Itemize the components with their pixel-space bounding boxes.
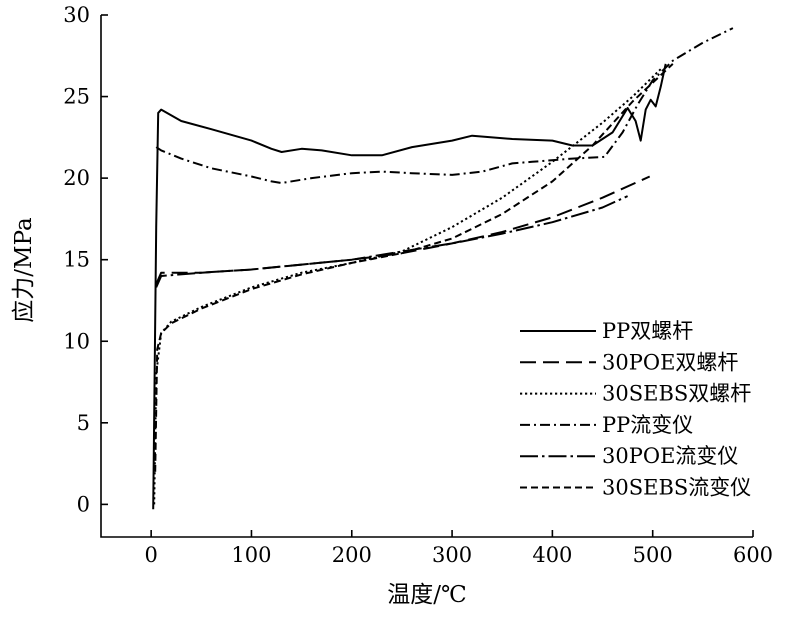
y-tick-label: 15 [63, 248, 90, 272]
series-line-1 [152, 63, 667, 510]
y-tick-label: 20 [63, 166, 90, 190]
legend-label-6: 30SEBS流变仪 [602, 476, 751, 500]
y-tick-label: 25 [63, 85, 90, 109]
y-axis-ticks: 0 5 10 15 20 25 30 [63, 3, 108, 516]
x-tick-label: 100 [231, 543, 271, 567]
y-axis-title: 应力/MPa [11, 217, 37, 323]
x-axis-title: 温度/℃ [387, 582, 466, 608]
y-tick-label: 5 [77, 411, 90, 435]
series-line-4 [155, 27, 734, 184]
series-line-3 [153, 66, 664, 505]
y-tick-label: 10 [63, 329, 90, 353]
legend-label-1: PP双螺杆 [602, 319, 693, 343]
series-line-5 [155, 195, 629, 288]
legend-label-5: 30POE流变仪 [602, 444, 738, 468]
legend-label-3: 30SEBS双螺杆 [602, 382, 751, 406]
legend-label-4: PP流变仪 [602, 413, 693, 437]
y-tick-label: 0 [77, 492, 90, 516]
series-layer [152, 27, 734, 510]
x-tick-label: 600 [733, 543, 773, 567]
y-tick-label: 30 [63, 3, 90, 27]
x-tick-label: 200 [332, 543, 372, 567]
x-tick-label: 500 [633, 543, 673, 567]
plot-frame-left-bottom [100, 15, 753, 538]
legend-label-2: 30POE双螺杆 [602, 350, 738, 374]
x-tick-label: 0 [144, 543, 157, 567]
x-tick-label: 300 [432, 543, 472, 567]
legend: PP双螺杆 30POE双螺杆 30SEBS双螺杆 PP流变仪 30POE流变仪 30SEB… [520, 319, 751, 500]
x-axis-ticks: 0 100 200 300 400 500 600 [144, 530, 773, 567]
x-tick-label: 400 [532, 543, 572, 567]
axes [100, 15, 753, 538]
series-line-6 [154, 63, 674, 472]
series-line-2 [155, 175, 651, 285]
